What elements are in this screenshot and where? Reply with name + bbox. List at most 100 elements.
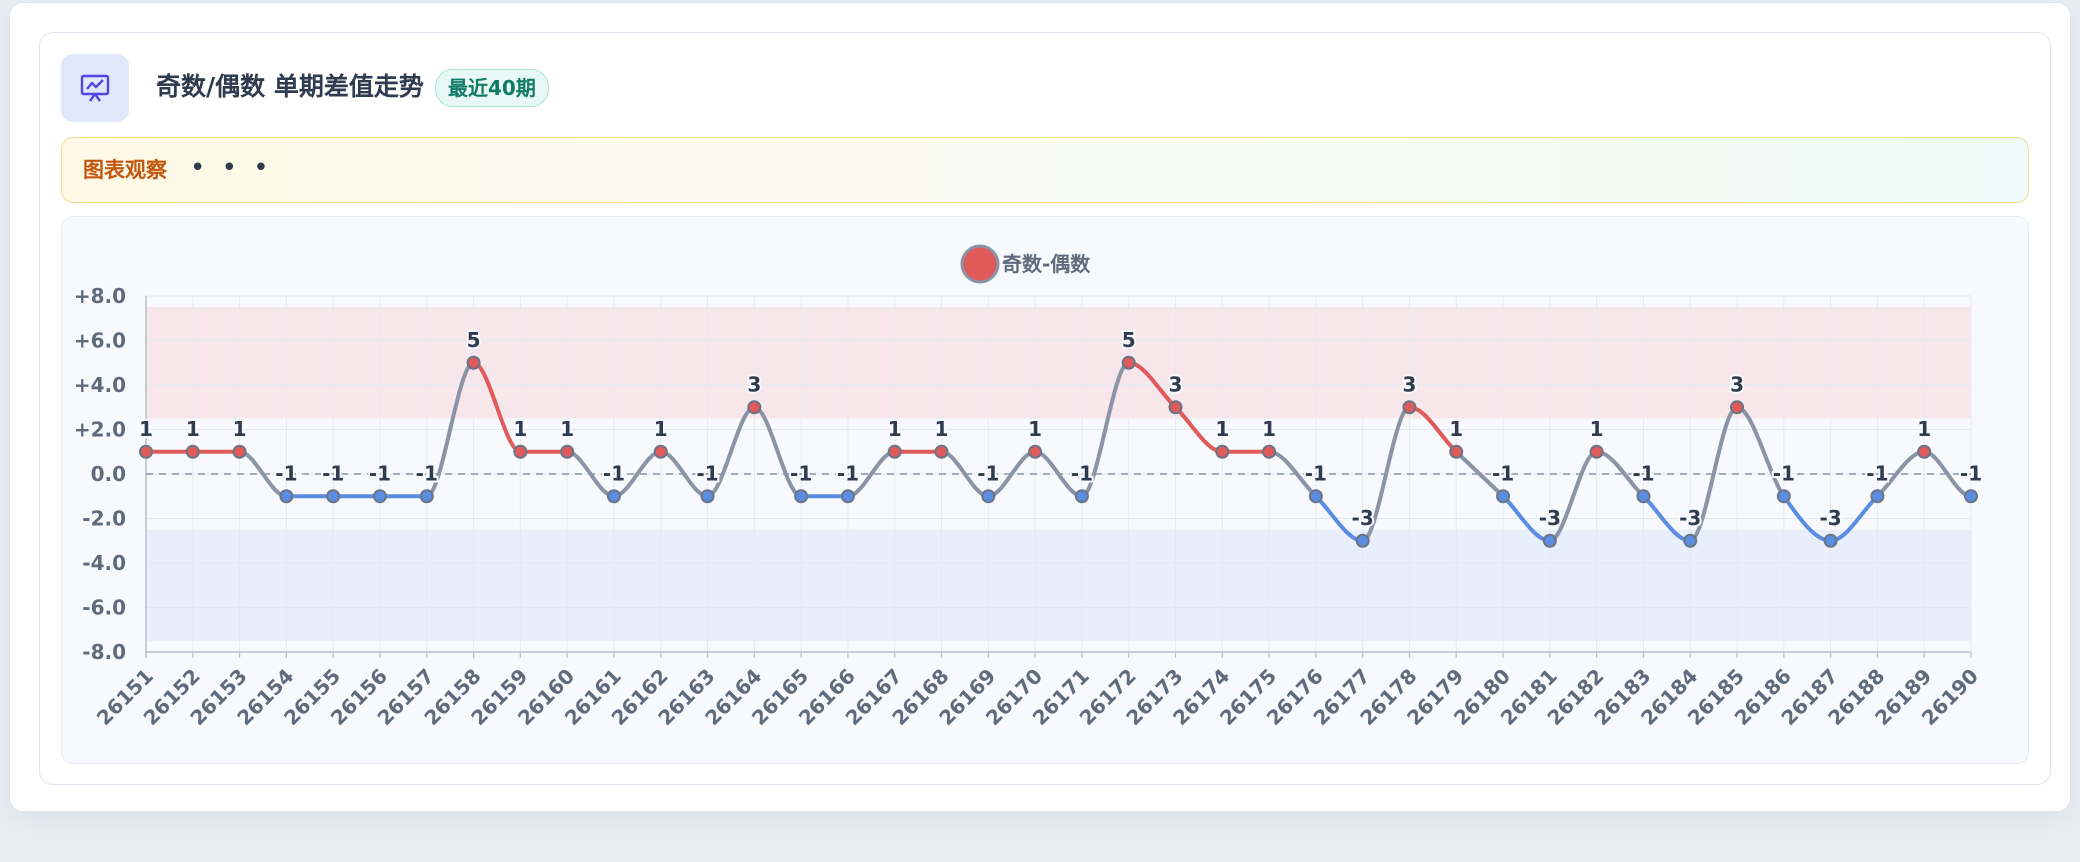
data-label: 1 (513, 417, 527, 441)
data-label: -1 (322, 461, 344, 485)
data-label: -1 (603, 461, 625, 485)
data-point (1168, 400, 1183, 415)
period-badge: 最近40期 (435, 69, 549, 107)
insight-panel[interactable]: 图表观察 • • • (61, 137, 2029, 203)
data-label: 1 (1917, 417, 1931, 441)
page-container: 奇数/偶数 单期差值走势 最近40期 图表观察 • • • 1 1 1 -1 -1 -1-… (9, 2, 2071, 812)
data-label: -3 (1820, 506, 1842, 530)
data-label: -1 (1960, 461, 1982, 485)
data-label: 3 (1169, 372, 1183, 396)
data-point (1496, 489, 1511, 504)
data-label: 1 (560, 417, 574, 441)
data-point (326, 489, 341, 504)
data-point (1074, 489, 1089, 504)
data-point (1823, 533, 1838, 548)
data-point (1589, 444, 1604, 459)
data-label: 3 (1403, 372, 1417, 396)
data-label: -1 (1305, 461, 1327, 485)
data-label: 1 (888, 417, 902, 441)
data-point (1730, 400, 1745, 415)
card-title: 奇数/偶数 单期差值走势 (156, 72, 424, 101)
series-line-segment (1079, 360, 1131, 499)
data-point (1636, 489, 1651, 504)
data-point (1683, 533, 1698, 548)
series-line-segment (1360, 405, 1412, 543)
data-label: 1 (654, 417, 668, 441)
data-point (232, 444, 247, 459)
legend-label: 奇数-偶数 (1002, 252, 1091, 276)
data-point (466, 355, 481, 370)
data-point (185, 444, 200, 459)
data-label: -1 (1632, 461, 1654, 485)
data-label: -3 (1352, 506, 1374, 530)
data-label: -1 (416, 461, 438, 485)
data-label: -1 (1071, 461, 1093, 485)
data-point (887, 444, 902, 459)
data-label: 3 (1730, 372, 1744, 396)
data-point (1964, 489, 1978, 504)
data-label: 5 (1122, 328, 1136, 352)
data-point (1355, 533, 1370, 548)
data-point (934, 444, 949, 459)
data-label: -1 (790, 461, 812, 485)
presentation-chart-icon (61, 54, 129, 122)
line-chart: 1 1 1 -1 -1 -1 -1 5 1 1 -1 1 -1 3 -1 -1 1 1 -1 1 -1 5 3 1 1 -1 -3 3… (74, 244, 1984, 730)
trend-card: 奇数/偶数 单期差值走势 最近40期 图表观察 • • • 1 1 1 -1 -1 -1-… (39, 32, 2051, 785)
y-tick-label: 0.0 (91, 462, 126, 486)
y-tick-label: +8.0 (74, 284, 126, 308)
data-label: 1 (1028, 417, 1042, 441)
data-label: 1 (186, 417, 200, 441)
data-label: 3 (747, 372, 761, 396)
data-label: -1 (369, 461, 391, 485)
chart-area: 1 1 1 -1 -1 -1 -1 5 1 1 -1 1 -1 3 -1 -1 1 1 -1 1 -1 5 3 1 1 -1 -3 3… (61, 216, 2029, 764)
data-point (653, 444, 668, 459)
data-point (747, 400, 762, 415)
data-point (372, 489, 387, 504)
data-label: -1 (977, 461, 999, 485)
series-line-segment (1688, 405, 1740, 543)
data-point (1028, 444, 1043, 459)
data-point (794, 489, 809, 504)
data-point (1262, 444, 1277, 459)
data-label: -1 (696, 461, 718, 485)
positive-band (146, 307, 1971, 419)
data-label: 1 (935, 417, 949, 441)
y-tick-label: +4.0 (74, 373, 126, 397)
more-dots-icon[interactable]: • • • (190, 153, 273, 183)
y-tick-label: -4.0 (82, 551, 126, 575)
series-line-segment (424, 360, 476, 499)
data-label: -1 (1492, 461, 1514, 485)
data-point (1542, 533, 1557, 548)
data-label: -1 (837, 461, 859, 485)
data-label: -1 (1773, 461, 1795, 485)
data-point (1121, 355, 1136, 370)
data-point (1917, 444, 1932, 459)
y-tick-label: -6.0 (82, 596, 126, 620)
data-point (700, 489, 715, 504)
data-label: -3 (1539, 506, 1561, 530)
data-point (139, 444, 153, 459)
data-point (1449, 444, 1464, 459)
data-label: -1 (1866, 461, 1888, 485)
y-tick-label: +2.0 (74, 418, 126, 442)
data-point (1870, 489, 1885, 504)
data-label: 1 (1590, 417, 1604, 441)
data-point (1776, 489, 1791, 504)
data-point (513, 444, 528, 459)
data-point (1215, 444, 1230, 459)
y-tick-label: -2.0 (82, 507, 126, 531)
data-label: 1 (233, 417, 247, 441)
data-label: -1 (275, 461, 297, 485)
data-point (981, 489, 996, 504)
data-point (606, 489, 621, 504)
data-label: 1 (1262, 417, 1276, 441)
data-point (560, 444, 575, 459)
legend-marker (960, 244, 1000, 284)
negative-band (146, 529, 1971, 641)
data-point (840, 489, 855, 504)
data-label: -3 (1679, 506, 1701, 530)
y-tick-label: +6.0 (74, 329, 126, 353)
data-point (1402, 400, 1417, 415)
data-point (1308, 489, 1323, 504)
data-label: 5 (467, 328, 481, 352)
